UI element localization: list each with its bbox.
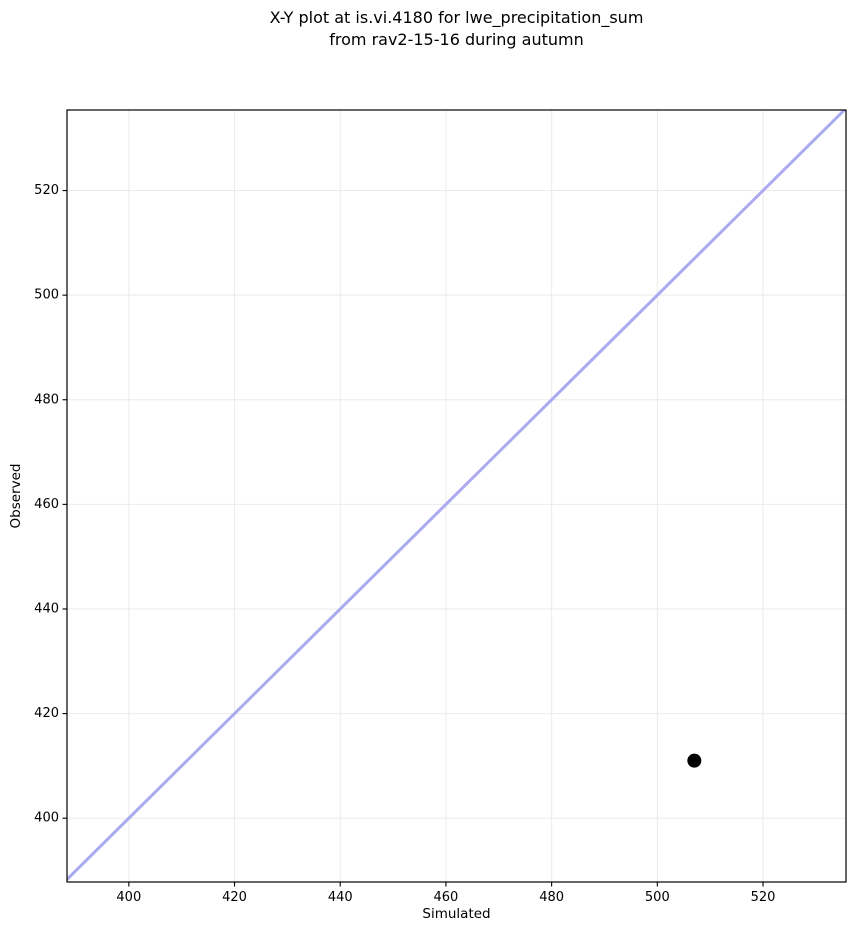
y-axis-label: Observed	[8, 463, 24, 529]
y-tick-label: 460	[34, 497, 59, 512]
data-point	[687, 753, 702, 768]
x-tick-label: 480	[539, 890, 564, 905]
chart-title-line2: from rav2-15-16 during autumn	[329, 30, 584, 49]
chart-title: X-Y plot at is.vi.4180 for lwe_precipita…	[67, 7, 846, 51]
chart-title-line1: X-Y plot at is.vi.4180 for lwe_precipita…	[269, 8, 644, 27]
identity-line	[67, 110, 846, 881]
y-tick-label: 480	[34, 392, 59, 407]
x-tick-label: 500	[645, 890, 670, 905]
y-tick-label: 500	[34, 288, 59, 303]
y-tick-label: 420	[34, 706, 59, 721]
x-tick-label: 440	[328, 890, 353, 905]
x-tick-label: 400	[116, 890, 141, 905]
x-tick-label: 420	[222, 890, 247, 905]
plot-frame	[66, 109, 847, 883]
x-axis-label: Simulated	[422, 906, 491, 922]
y-tick-label: 440	[34, 601, 59, 616]
y-tick-label: 400	[34, 811, 59, 826]
y-tick-label: 520	[34, 183, 59, 198]
x-tick-label: 520	[751, 890, 776, 905]
x-tick-label: 460	[434, 890, 459, 905]
